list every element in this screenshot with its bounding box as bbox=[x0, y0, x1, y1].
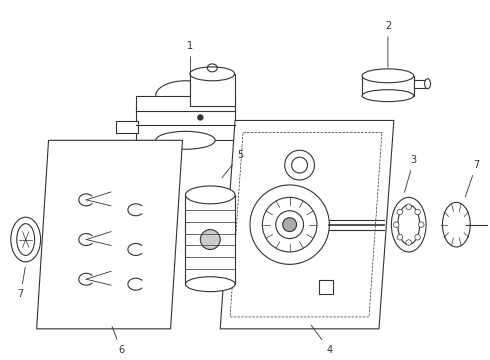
Ellipse shape bbox=[425, 79, 431, 89]
Bar bbox=[362, 76, 414, 96]
Bar bbox=[185, 195, 235, 284]
Ellipse shape bbox=[362, 90, 414, 102]
Polygon shape bbox=[37, 140, 182, 329]
Bar bbox=[116, 121, 138, 133]
Text: 1: 1 bbox=[187, 41, 194, 88]
Circle shape bbox=[406, 204, 412, 210]
Circle shape bbox=[198, 115, 203, 120]
Circle shape bbox=[397, 209, 403, 215]
Text: 2: 2 bbox=[385, 21, 391, 67]
Ellipse shape bbox=[283, 218, 296, 231]
Ellipse shape bbox=[262, 197, 317, 252]
Ellipse shape bbox=[185, 186, 235, 204]
Ellipse shape bbox=[156, 131, 215, 149]
Ellipse shape bbox=[392, 197, 426, 252]
Ellipse shape bbox=[156, 81, 215, 111]
Circle shape bbox=[415, 209, 420, 215]
Ellipse shape bbox=[185, 277, 235, 292]
Bar bbox=[191, 74, 235, 105]
Ellipse shape bbox=[200, 230, 220, 249]
Ellipse shape bbox=[17, 224, 35, 255]
Ellipse shape bbox=[11, 217, 41, 262]
Text: 7: 7 bbox=[18, 267, 25, 299]
Circle shape bbox=[418, 222, 424, 228]
Text: 7: 7 bbox=[465, 160, 479, 197]
Bar bbox=[319, 280, 333, 294]
Ellipse shape bbox=[398, 205, 419, 244]
Ellipse shape bbox=[250, 185, 329, 264]
Text: 5: 5 bbox=[222, 150, 243, 178]
Bar bbox=[136, 96, 235, 140]
Ellipse shape bbox=[362, 69, 414, 83]
Polygon shape bbox=[220, 121, 394, 329]
Circle shape bbox=[415, 234, 420, 240]
Circle shape bbox=[393, 222, 399, 228]
Text: 6: 6 bbox=[112, 327, 124, 355]
Ellipse shape bbox=[442, 202, 470, 247]
Bar bbox=[414, 80, 428, 88]
Text: 3: 3 bbox=[405, 155, 417, 192]
Text: 4: 4 bbox=[311, 325, 332, 355]
Circle shape bbox=[406, 240, 412, 245]
Ellipse shape bbox=[190, 67, 235, 81]
Ellipse shape bbox=[276, 211, 303, 239]
Circle shape bbox=[397, 234, 403, 240]
